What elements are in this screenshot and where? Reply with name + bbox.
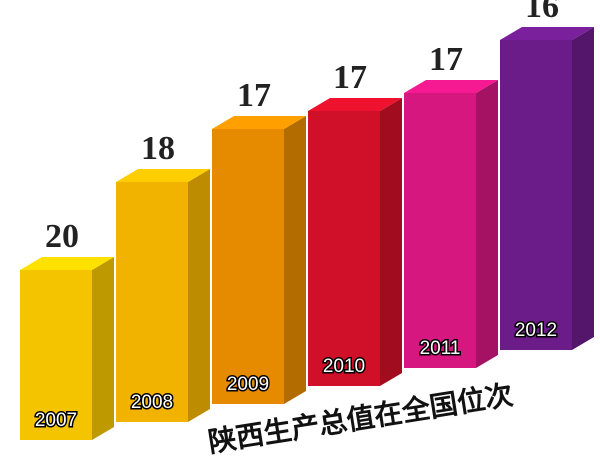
bar	[212, 116, 306, 404]
bar-front	[404, 93, 476, 368]
data-label: 17	[237, 77, 271, 114]
bar-side	[572, 27, 594, 350]
x-tick-label: 2012	[515, 320, 557, 341]
bar-front	[308, 111, 380, 386]
bar	[500, 27, 594, 350]
bar	[116, 169, 210, 422]
bar-side	[476, 80, 498, 368]
bar-side	[380, 98, 402, 386]
bar-top	[212, 116, 306, 129]
bar	[404, 80, 498, 368]
bar-side	[92, 257, 114, 440]
x-tick-label: 2008	[131, 392, 173, 413]
bar-front	[116, 182, 188, 422]
bar-side	[188, 169, 210, 422]
bar-front	[20, 270, 92, 440]
bar	[308, 98, 402, 386]
data-label: 17	[429, 41, 463, 78]
x-tick-label: 2007	[35, 410, 77, 431]
bar-side	[284, 116, 306, 404]
bar-top	[116, 169, 210, 182]
data-label: 20	[45, 218, 79, 255]
data-label: 16	[525, 0, 559, 25]
data-label: 18	[141, 130, 175, 167]
bar	[20, 257, 114, 440]
x-tick-label: 2011	[420, 338, 461, 359]
bar-top	[404, 80, 498, 93]
x-tick-label: 2009	[227, 374, 269, 395]
bar-top	[20, 257, 114, 270]
bar-top	[308, 98, 402, 111]
bars: 20 2007 18 2008 17 2009 17 2010 17 2011 16 2012	[20, 0, 594, 440]
x-tick-label: 2010	[323, 356, 365, 377]
bar-front	[212, 129, 284, 404]
data-label: 17	[333, 59, 367, 96]
bar-front	[500, 40, 572, 350]
bar-top	[500, 27, 594, 40]
